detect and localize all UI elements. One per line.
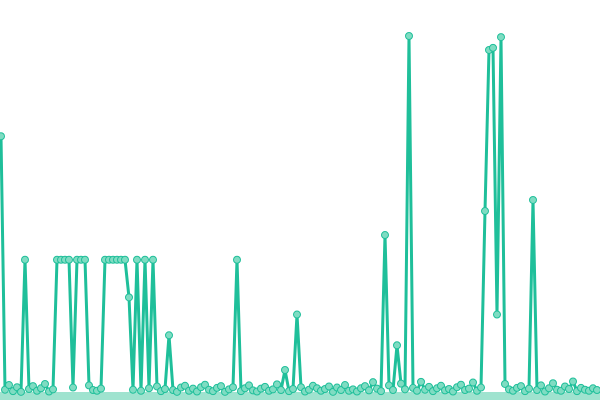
data-point-121 xyxy=(481,207,489,216)
data-point-31 xyxy=(121,255,129,264)
data-point-73 xyxy=(289,384,297,393)
data-point-126 xyxy=(501,379,509,388)
data-point-82 xyxy=(325,382,333,391)
data-point-93 xyxy=(369,378,377,387)
data-point-115 xyxy=(457,380,465,389)
data-point-105 xyxy=(417,377,425,386)
data-point-132 xyxy=(525,384,533,393)
data-point-32 xyxy=(125,293,133,302)
data-point-138 xyxy=(549,379,557,388)
series-line xyxy=(0,34,598,394)
data-point-104 xyxy=(413,386,421,395)
data-point-71 xyxy=(281,366,289,375)
data-point-102 xyxy=(405,32,413,40)
data-point-17 xyxy=(65,255,73,264)
data-point-118 xyxy=(469,378,477,387)
data-point-38 xyxy=(149,255,157,264)
data-point-13 xyxy=(49,385,57,394)
series-group xyxy=(0,34,598,394)
baseline-band xyxy=(0,392,600,400)
data-point-124 xyxy=(493,310,501,319)
data-point-86 xyxy=(341,381,349,390)
data-point-133 xyxy=(529,195,537,204)
data-point-143 xyxy=(569,377,577,386)
data-point-37 xyxy=(145,384,153,393)
data-point-123 xyxy=(489,43,497,52)
data-point-70 xyxy=(277,386,285,395)
data-point-5 xyxy=(17,387,25,396)
data-point-117 xyxy=(465,384,473,393)
data-point-142 xyxy=(565,384,573,393)
data-point-55 xyxy=(217,382,225,391)
data-point-69 xyxy=(273,380,281,389)
points-group xyxy=(0,32,600,396)
data-point-58 xyxy=(229,383,237,392)
data-point-99 xyxy=(393,341,401,350)
data-point-0 xyxy=(0,132,5,141)
data-point-149 xyxy=(593,386,600,395)
data-point-21 xyxy=(81,255,89,264)
data-point-36 xyxy=(141,255,149,264)
data-point-59 xyxy=(233,255,241,264)
data-point-41 xyxy=(161,384,169,393)
data-point-11 xyxy=(41,379,49,388)
data-point-25 xyxy=(97,384,105,393)
data-point-120 xyxy=(477,383,485,392)
data-point-100 xyxy=(397,379,405,388)
data-point-42 xyxy=(165,331,173,340)
data-point-92 xyxy=(365,386,373,395)
data-point-35 xyxy=(137,386,145,395)
data-point-95 xyxy=(377,387,385,396)
data-point-96 xyxy=(381,231,389,240)
data-point-33 xyxy=(129,385,137,394)
data-point-6 xyxy=(21,255,29,264)
data-point-101 xyxy=(401,385,409,394)
data-point-135 xyxy=(537,381,545,390)
data-point-18 xyxy=(69,383,77,392)
data-point-74 xyxy=(293,310,301,319)
data-point-98 xyxy=(389,386,397,395)
data-point-34 xyxy=(133,255,141,264)
data-point-125 xyxy=(497,33,505,42)
data-point-2 xyxy=(5,381,13,390)
